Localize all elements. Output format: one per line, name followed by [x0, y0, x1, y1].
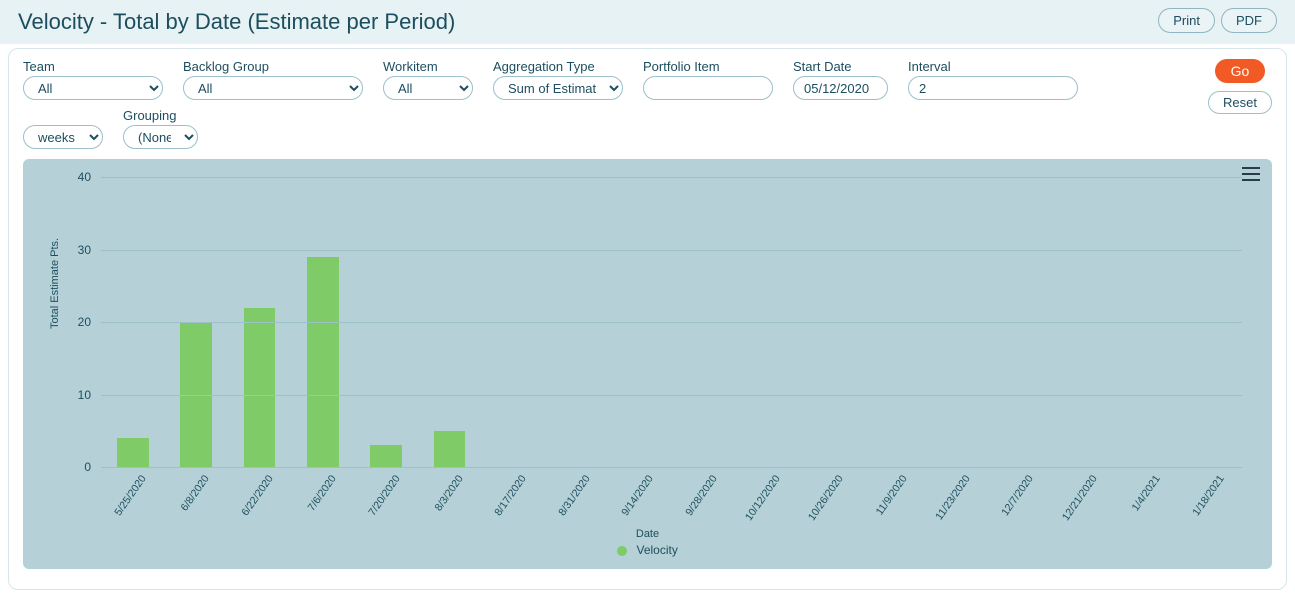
- y-tick-label: 20: [78, 315, 91, 329]
- x-tick-label: 1/18/2021: [1190, 473, 1227, 518]
- workitem-select[interactable]: All: [383, 76, 473, 100]
- x-tick-label: 8/17/2020: [493, 473, 530, 518]
- x-tick-label: 5/25/2020: [112, 473, 149, 518]
- grouping-label: Grouping: [123, 108, 198, 123]
- chart-menu-icon[interactable]: [1242, 167, 1260, 181]
- x-tick-label: 6/22/2020: [239, 473, 276, 518]
- y-tick-label: 40: [78, 170, 91, 184]
- x-axis: 5/25/2020 6/8/2020 6/22/2020 7/6/2020 7/20/2…: [101, 469, 1242, 529]
- x-tick-label: 7/6/2020: [306, 473, 339, 513]
- print-button[interactable]: Print: [1158, 8, 1215, 33]
- go-button[interactable]: Go: [1215, 59, 1266, 83]
- x-tick-label: 8/3/2020: [433, 473, 466, 513]
- legend-swatch-icon: [617, 546, 627, 556]
- portfolio-item-label: Portfolio Item: [643, 59, 773, 74]
- chart-bar[interactable]: [117, 438, 149, 467]
- start-date-input[interactable]: [793, 76, 888, 100]
- aggregation-type-label: Aggregation Type: [493, 59, 623, 74]
- backlog-group-label: Backlog Group: [183, 59, 363, 74]
- interval-label: Interval: [908, 59, 1078, 74]
- portfolio-item-input[interactable]: [643, 76, 773, 100]
- chart-bar[interactable]: [434, 431, 466, 467]
- chart-bar[interactable]: [370, 445, 402, 467]
- plot-area: [101, 177, 1242, 467]
- x-tick-label: 9/14/2020: [619, 473, 656, 518]
- x-tick-label: 12/21/2020: [1060, 473, 1100, 523]
- x-tick-label: 11/23/2020: [933, 473, 973, 522]
- y-tick-label: 10: [78, 388, 91, 402]
- x-tick-label: 10/12/2020: [743, 473, 783, 523]
- y-tick-label: 0: [84, 460, 91, 474]
- aggregation-type-select[interactable]: Sum of Estimate: [493, 76, 623, 100]
- page-title: Velocity - Total by Date (Estimate per P…: [18, 9, 455, 35]
- filters-row: Team All Backlog Group All Workitem All …: [23, 59, 1272, 100]
- interval-unit-select[interactable]: weeks: [23, 125, 103, 149]
- chart-legend: Velocity: [23, 543, 1272, 557]
- y-tick-label: 30: [78, 243, 91, 257]
- chart-bar[interactable]: [307, 257, 339, 467]
- backlog-group-select[interactable]: All: [183, 76, 363, 100]
- x-tick-label: 8/31/2020: [556, 473, 593, 518]
- chart-bar[interactable]: [244, 308, 276, 468]
- grouping-select[interactable]: (None): [123, 125, 198, 149]
- x-tick-label: 11/9/2020: [873, 473, 909, 518]
- y-axis: 010203040: [23, 177, 101, 467]
- start-date-label: Start Date: [793, 59, 888, 74]
- reset-button[interactable]: Reset: [1208, 91, 1272, 114]
- x-tick-label: 10/26/2020: [806, 473, 846, 523]
- x-axis-title: Date: [23, 528, 1272, 540]
- x-tick-label: 9/28/2020: [683, 473, 720, 518]
- x-tick-label: 6/8/2020: [179, 473, 212, 513]
- legend-label: Velocity: [636, 543, 677, 557]
- x-tick-label: 1/4/2021: [1130, 473, 1163, 513]
- interval-input[interactable]: [908, 76, 1078, 100]
- team-label: Team: [23, 59, 163, 74]
- workitem-label: Workitem: [383, 59, 473, 74]
- x-tick-label: 7/20/2020: [366, 473, 403, 518]
- x-tick-label: 12/7/2020: [1000, 473, 1037, 518]
- page-header: Velocity - Total by Date (Estimate per P…: [0, 0, 1295, 44]
- pdf-button[interactable]: PDF: [1221, 8, 1277, 33]
- velocity-chart: Total Estimate Pts. 010203040 5/25/20206…: [23, 159, 1272, 569]
- report-body: Team All Backlog Group All Workitem All …: [8, 48, 1287, 590]
- team-select[interactable]: All: [23, 76, 163, 100]
